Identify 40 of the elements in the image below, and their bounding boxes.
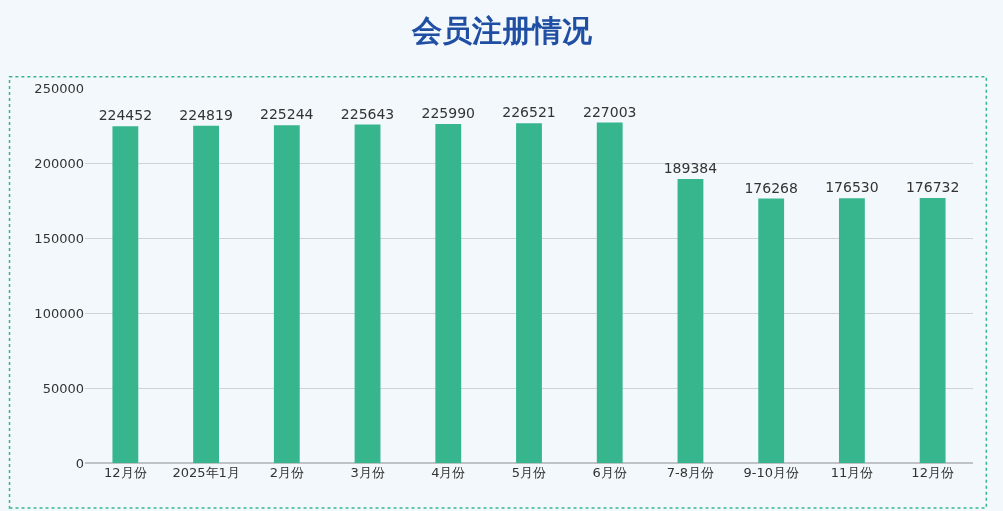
x-tick-label: 3月份 [350,465,385,480]
bar [435,124,462,463]
bar [273,125,300,463]
bar [919,197,946,463]
bar [758,198,785,463]
data-label: 227003 [583,103,637,120]
x-tick-label: 5月份 [511,465,547,480]
x-tick-label: 9-10月份 [743,465,799,480]
x-tick-label: 12月份 [911,465,954,480]
x-tick-label: 4月份 [431,465,466,480]
y-tick-label: 150000 [34,230,84,246]
data-label: 225643 [340,105,395,122]
y-tick-label: 0 [75,455,84,471]
y-tick-label: 100000 [34,305,84,321]
data-label: 225990 [421,105,475,122]
y-tick-label: 200000 [34,155,84,171]
data-label: 224819 [179,106,233,123]
data-label: 225244 [260,106,314,123]
bar [516,123,542,463]
data-label: 189384 [663,159,718,176]
data-label: 224452 [98,107,153,124]
bar [838,198,865,463]
bar [193,125,220,463]
bar [596,122,623,463]
chart-title: 会员注册情况 [410,13,593,49]
data-label: 176268 [744,179,798,196]
x-tick-label: 7-8月份 [666,465,715,480]
data-label: 226521 [502,104,556,121]
bar [354,124,381,463]
x-tick-label: 2025年1月 [172,465,240,480]
data-label: 176530 [825,179,879,196]
y-tick-label: 50000 [42,380,84,396]
y-tick-label: 250000 [34,80,84,96]
x-tick-label: 11月份 [830,465,874,480]
x-tick-label: 12月份 [104,465,147,480]
x-tick-label: 6月份 [592,465,627,480]
data-label: 176732 [905,178,960,195]
bar [677,178,704,463]
bar [112,126,139,463]
x-tick-label: 2月份 [269,465,304,480]
